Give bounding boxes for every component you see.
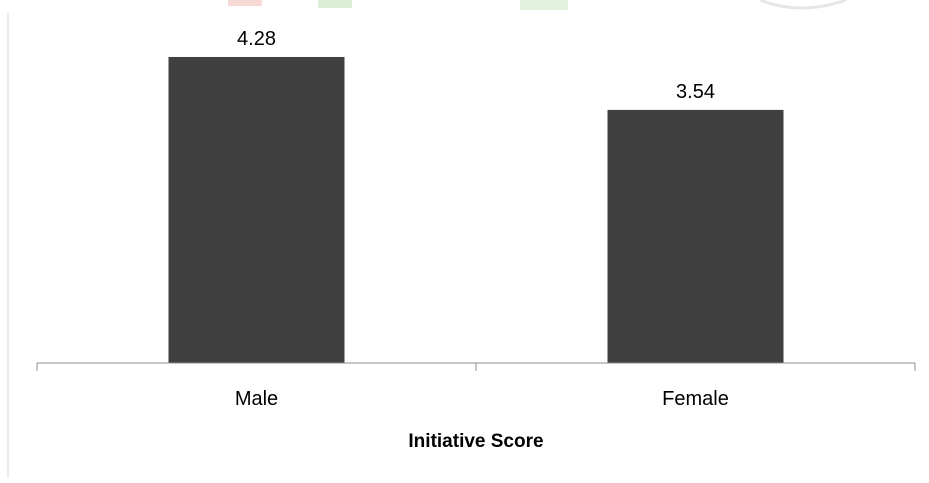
bar-female [607, 109, 784, 363]
data-label-male: 4.28 [237, 28, 276, 50]
labels-layer: 4.28 3.54 [237, 28, 715, 103]
top-decoration-red [228, 0, 262, 6]
bars-layer [168, 56, 784, 363]
top-decoration-green [318, 0, 352, 8]
x-tick-label-female: Female [662, 388, 729, 410]
bar-male [168, 56, 345, 363]
x-tick-labels-layer: Male Female [235, 388, 729, 410]
top-decoration-green-2 [520, 0, 568, 10]
x-axis-title: Initiative Score [408, 431, 543, 452]
top-decoration-swoosh [759, 0, 847, 10]
x-ticks-layer [36, 363, 916, 371]
data-label-female: 3.54 [676, 81, 715, 103]
x-tick-label-male: Male [235, 388, 278, 410]
